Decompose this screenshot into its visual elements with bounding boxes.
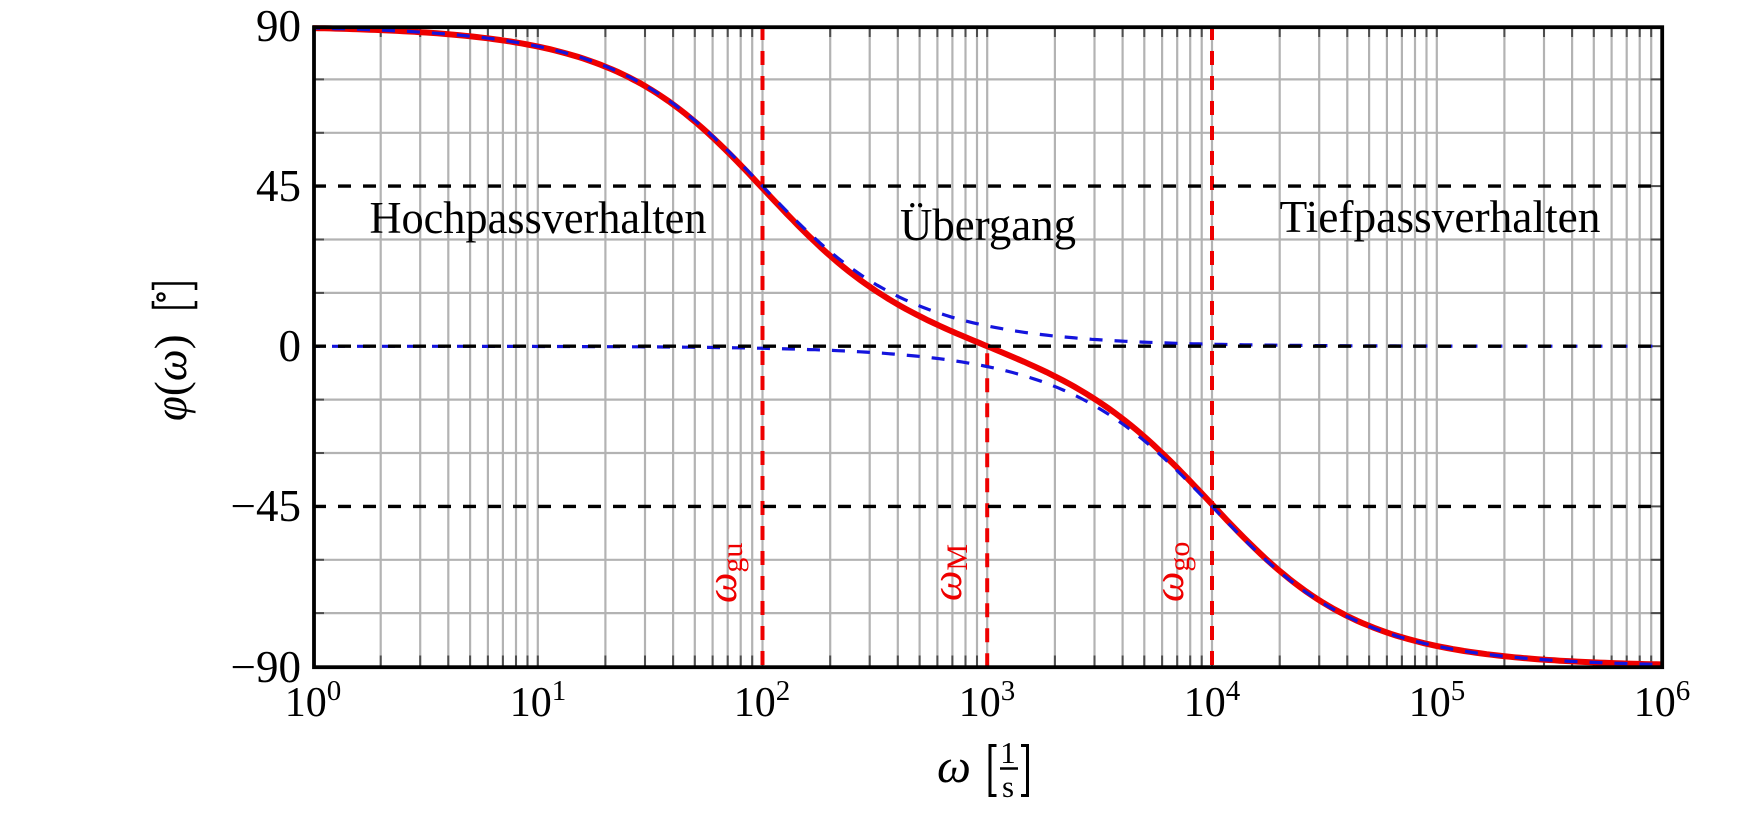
svg-text:ω: ω [937,740,971,793]
svg-text:Hochpassverhalten: Hochpassverhalten [370,193,707,243]
svg-text:106: 106 [1634,675,1691,726]
svg-text:s: s [1002,769,1014,804]
svg-text:−90: −90 [231,642,301,692]
svg-text:φ(ω): φ(ω) [146,334,196,421]
svg-text:1: 1 [1000,735,1016,770]
svg-text:0: 0 [279,321,302,371]
svg-text:101: 101 [510,675,567,726]
svg-text:90: 90 [256,1,301,51]
svg-text:45: 45 [256,161,301,211]
svg-text:ωgo: ωgo [1146,542,1196,602]
svg-text:ωgu: ωgu [699,543,749,603]
svg-text:ωM: ωM [924,544,974,601]
svg-text:−45: −45 [231,481,301,531]
svg-text:Tiefpassverhalten: Tiefpassverhalten [1280,192,1601,242]
svg-text:Übergang: Übergang [900,200,1076,250]
